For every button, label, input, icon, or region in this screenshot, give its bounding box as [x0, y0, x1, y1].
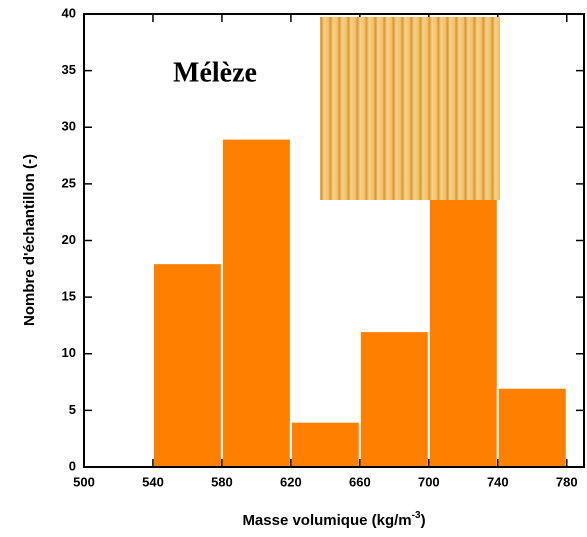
x-tick-label: 620 [280, 474, 302, 489]
plot-frame [83, 13, 585, 468]
x-tick-label: 660 [349, 474, 371, 489]
y-tick-label: 5 [69, 402, 76, 417]
x-axis-label: Masse volumique (kg/m-3) [242, 510, 425, 529]
annotation: Mélèze [173, 57, 257, 88]
y-tick-label: 0 [69, 458, 76, 473]
bar [496, 386, 568, 469]
wood-image [320, 17, 500, 200]
x-tick-label: 740 [487, 474, 509, 489]
bar [220, 137, 292, 468]
bar [289, 420, 361, 469]
y-tick-label: 20 [62, 232, 76, 247]
plot: 0 5 10 15 20 25 30 35 40 500 540 580 620 660 700 740 780 [62, 5, 585, 489]
x-label-end: ) [421, 512, 426, 529]
bar [358, 330, 430, 468]
y-tick-label: 10 [62, 345, 76, 360]
y-tick-label: 15 [62, 289, 76, 304]
y-axis-label: Nombre d'échantillon (-) [21, 154, 38, 326]
bar [151, 262, 223, 468]
x-label-text: Masse volumique (kg/m [242, 512, 411, 529]
bar [427, 194, 499, 468]
x-tick-label: 700 [418, 474, 440, 489]
x-tick-label: 540 [142, 474, 164, 489]
x-tick-label: 780 [556, 474, 578, 489]
x-tick-label: 500 [73, 474, 95, 489]
x-tick-label: 580 [211, 474, 233, 489]
y-tick-label: 35 [62, 62, 76, 77]
x-label-sup: -3 [412, 510, 421, 521]
y-tick-label: 25 [62, 175, 76, 190]
y-tick-label: 30 [62, 119, 76, 134]
y-tick-label: 40 [62, 5, 76, 20]
